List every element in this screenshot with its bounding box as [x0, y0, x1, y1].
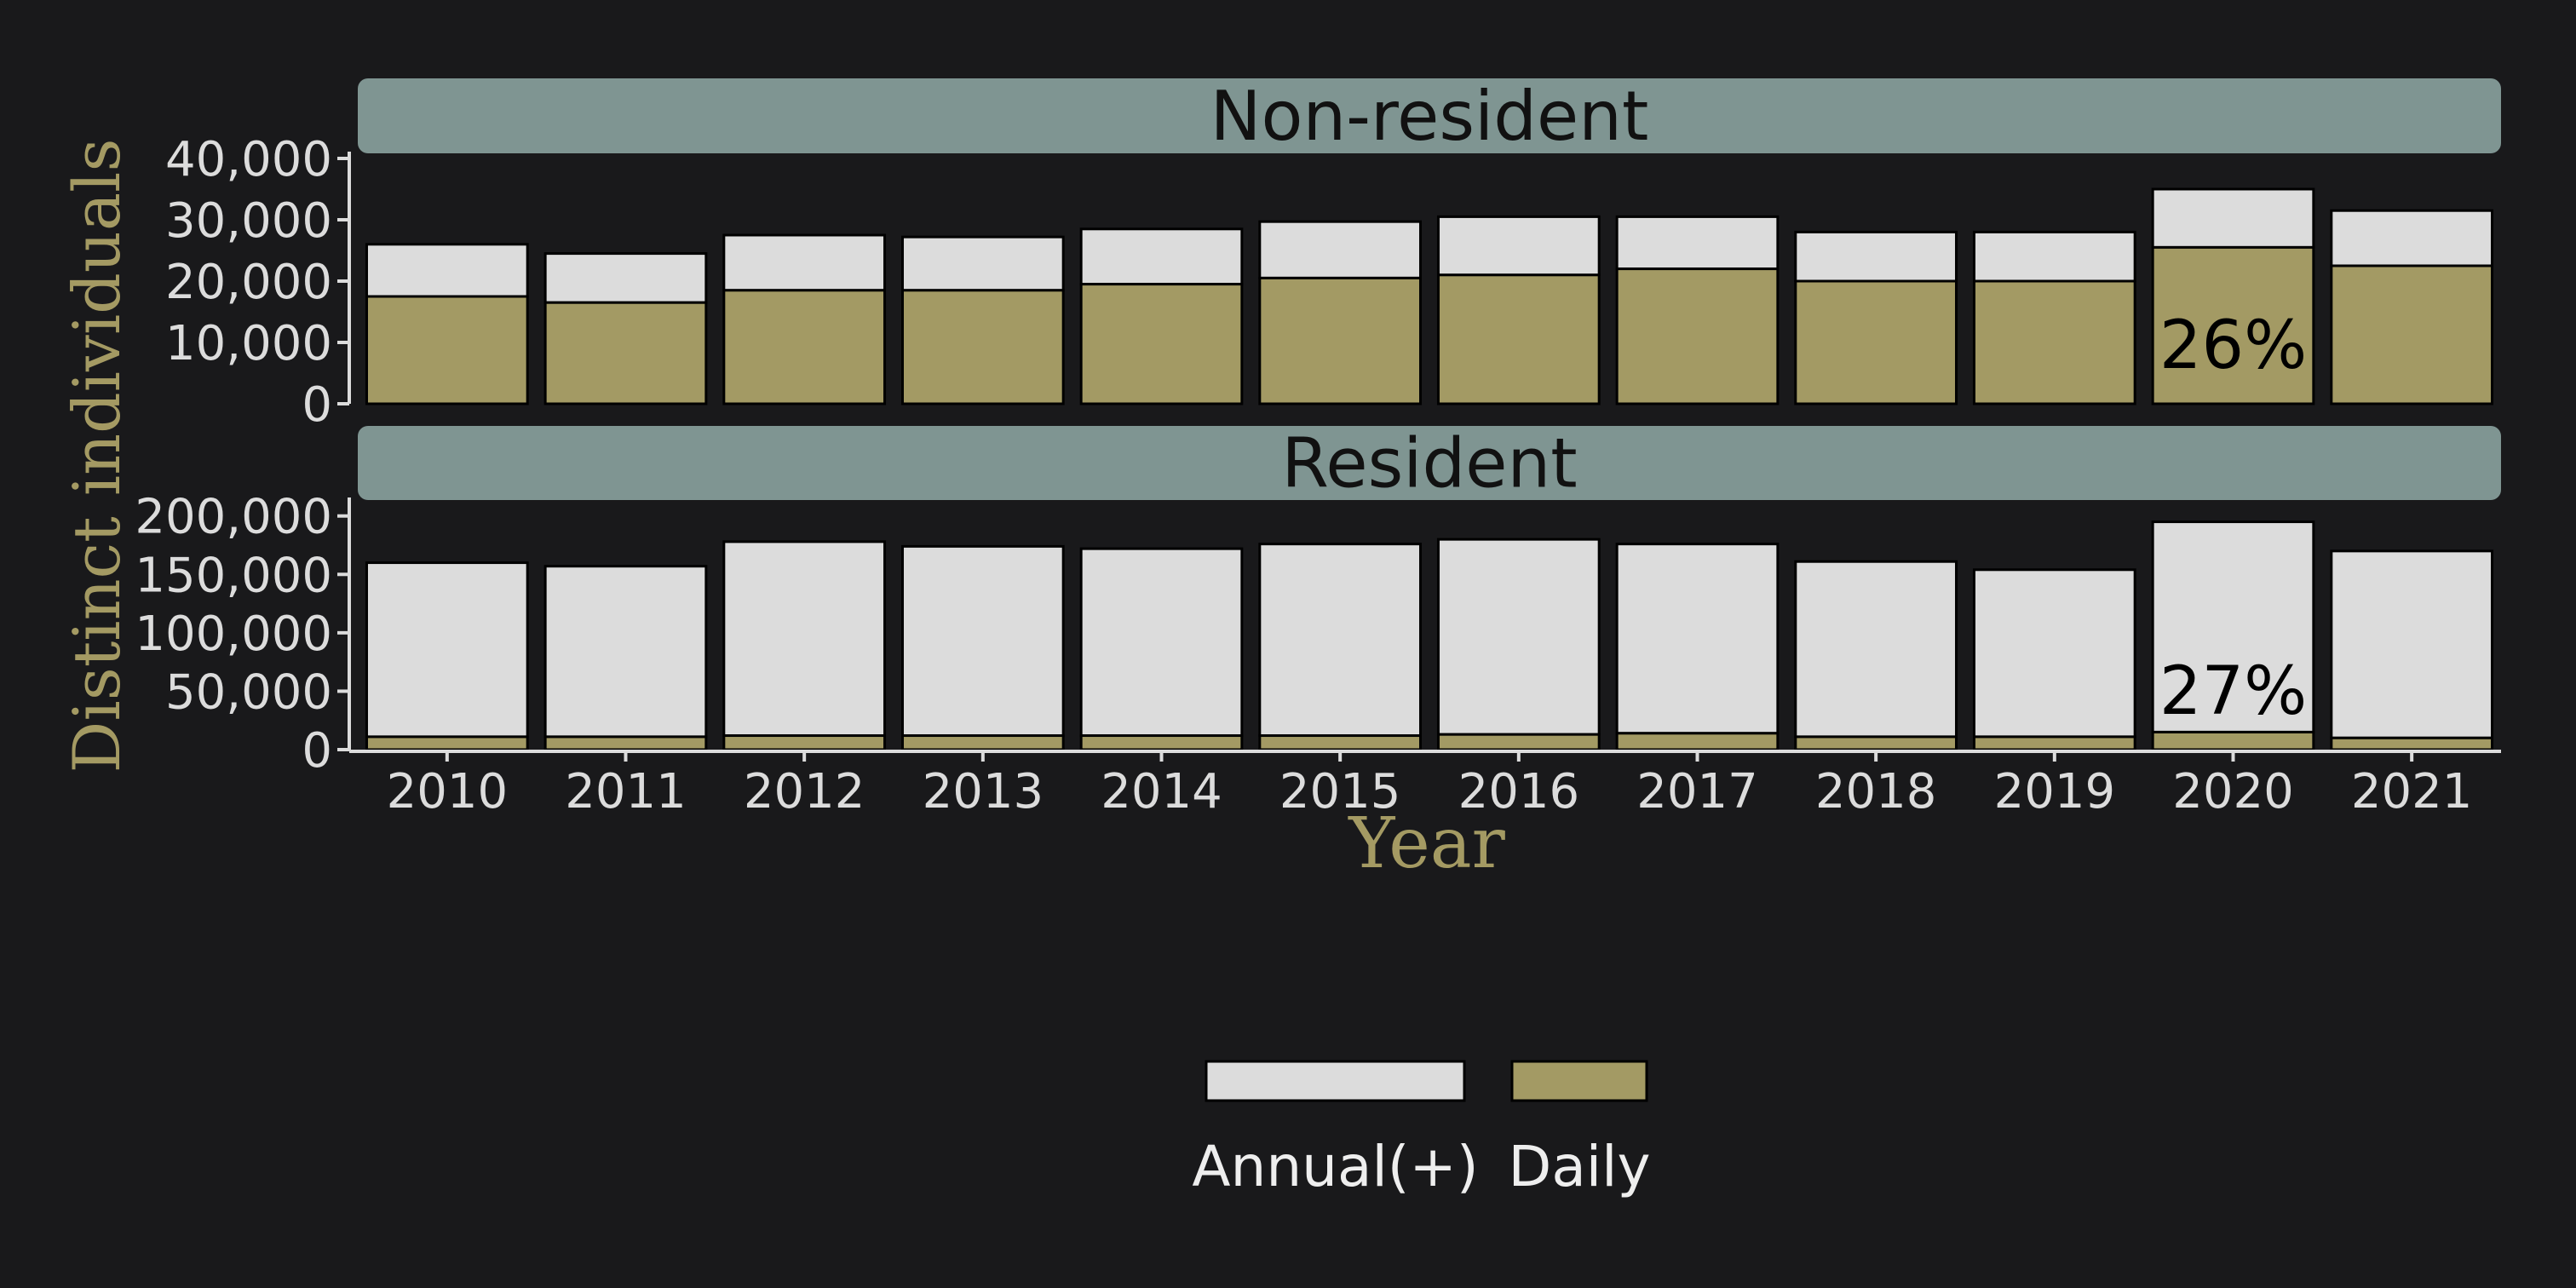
- bar-annual-resident-2015: [1258, 543, 1423, 738]
- bar-daily-non-resident-2018: [1794, 279, 1958, 405]
- y-tick-label-non-resident-4: 40,000: [165, 132, 332, 187]
- bar-daily-non-resident-2021: [2330, 264, 2494, 405]
- bar-daily-resident-2019: [1972, 735, 2136, 751]
- bar-annual-non-resident-2020: [2151, 187, 2315, 249]
- bar-annual-non-resident-2018: [1794, 230, 1958, 283]
- bar-annual-resident-2012: [722, 540, 887, 738]
- bar-annual-non-resident-2010: [365, 243, 529, 298]
- facet-title-resident: Resident: [1281, 424, 1577, 503]
- bar-annual-resident-2011: [543, 565, 708, 739]
- bar-daily-resident-2014: [1079, 734, 1244, 751]
- legend-label-annual: Annual(+): [1192, 1134, 1478, 1199]
- bar-annual-non-resident-2013: [900, 235, 1065, 292]
- legend-key-annual: [1205, 1060, 1466, 1102]
- bar-daily-resident-2018: [1794, 735, 1958, 751]
- x-tick-label-2010: 2010: [387, 764, 509, 819]
- x-tick-label-2014: 2014: [1101, 764, 1222, 819]
- y-tick-label-resident-1: 50,000: [165, 664, 332, 720]
- y-tick-label-resident-3: 150,000: [135, 548, 332, 603]
- x-tick-label-2019: 2019: [1994, 764, 2116, 819]
- x-tick-label-2017: 2017: [1636, 764, 1758, 819]
- x-tick-label-2011: 2011: [565, 764, 687, 819]
- bar-annual-non-resident-2019: [1972, 230, 2136, 283]
- bar-daily-non-resident-2017: [1615, 267, 1780, 405]
- bar-daily-resident-2015: [1258, 734, 1423, 751]
- y-tick-label-resident-4: 200,000: [135, 490, 332, 545]
- bar-annual-non-resident-2016: [1436, 215, 1601, 277]
- bar-annual-non-resident-2021: [2330, 209, 2494, 267]
- y-tick-label-non-resident-3: 30,000: [165, 193, 332, 249]
- bar-annual-resident-2010: [365, 561, 529, 739]
- bar-daily-resident-2012: [722, 734, 887, 751]
- bar-daily-resident-2017: [1615, 732, 1780, 751]
- annotation-non-resident: 26%: [2159, 308, 2307, 384]
- x-tick-label-2021: 2021: [2351, 764, 2473, 819]
- y-tick-label-non-resident-2: 20,000: [165, 255, 332, 310]
- bar-daily-non-resident-2013: [900, 289, 1065, 405]
- x-tick-label-2013: 2013: [923, 764, 1044, 819]
- bar-annual-resident-2021: [2330, 549, 2494, 739]
- bar-daily-non-resident-2014: [1079, 283, 1244, 405]
- bar-daily-non-resident-2011: [543, 301, 708, 405]
- bar-annual-resident-2019: [1972, 568, 2136, 739]
- bar-annual-non-resident-2012: [722, 233, 887, 292]
- bar-annual-resident-2016: [1436, 538, 1601, 736]
- facet-title-non-resident: Non-resident: [1210, 77, 1649, 156]
- legend-label-daily: Daily: [1509, 1134, 1651, 1199]
- bar-annual-resident-2018: [1794, 560, 1958, 739]
- y-tick-label-non-resident-0: 0: [302, 377, 332, 433]
- bar-annual-non-resident-2014: [1079, 227, 1244, 286]
- bar-daily-non-resident-2015: [1258, 276, 1423, 405]
- y-tick-label-resident-2: 100,000: [135, 607, 332, 662]
- bar-daily-non-resident-2012: [722, 289, 887, 405]
- x-tick-label-2020: 2020: [2172, 764, 2294, 819]
- x-axis-title: Year: [1348, 803, 1505, 884]
- bar-annual-resident-2013: [900, 544, 1065, 738]
- bar-annual-non-resident-2011: [543, 252, 708, 304]
- bar-daily-non-resident-2016: [1436, 273, 1601, 405]
- bar-annual-non-resident-2017: [1615, 215, 1780, 271]
- annotation-resident: 27%: [2159, 653, 2307, 730]
- x-tick-label-2018: 2018: [1815, 764, 1937, 819]
- x-tick-label-2015: 2015: [1279, 764, 1401, 819]
- bar-daily-resident-2011: [543, 735, 708, 751]
- bar-daily-resident-2010: [365, 735, 529, 751]
- facet-strip-non-resident: [358, 78, 2501, 153]
- bar-daily-non-resident-2019: [1972, 279, 2136, 405]
- bar-annual-resident-2017: [1615, 543, 1780, 735]
- y-axis-title: Distinct individuals: [59, 139, 135, 773]
- legend-key-daily: [1510, 1060, 1648, 1102]
- y-tick-label-resident-0: 0: [302, 723, 332, 779]
- bar-daily-non-resident-2020: [2151, 245, 2315, 405]
- y-tick-label-non-resident-1: 10,000: [165, 316, 332, 371]
- bar-daily-resident-2020: [2151, 730, 2315, 751]
- facet-strip-resident: [358, 426, 2501, 500]
- bar-annual-resident-2014: [1079, 547, 1244, 738]
- bar-daily-resident-2021: [2330, 736, 2494, 751]
- bar-daily-resident-2016: [1436, 733, 1601, 751]
- bar-annual-non-resident-2015: [1258, 220, 1423, 279]
- bar-daily-non-resident-2010: [365, 295, 529, 405]
- bar-daily-resident-2013: [900, 734, 1065, 751]
- bar-annual-resident-2020: [2151, 520, 2315, 733]
- x-tick-label-2016: 2016: [1458, 764, 1580, 819]
- x-tick-label-2012: 2012: [744, 764, 865, 819]
